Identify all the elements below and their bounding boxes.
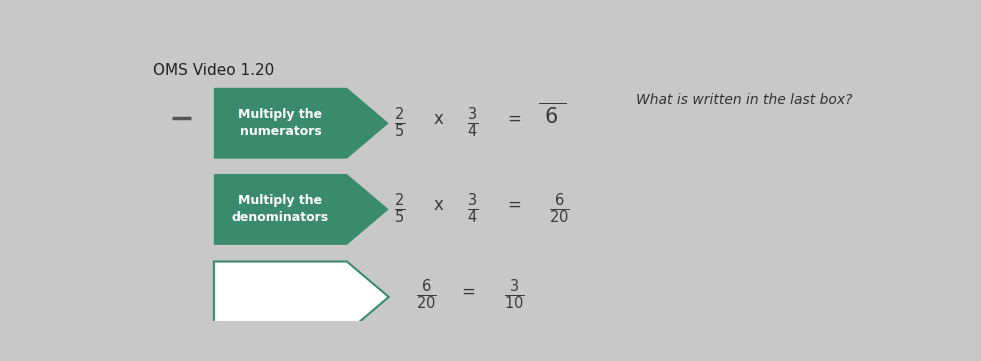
Polygon shape [214,88,388,159]
Text: $\frac{3}{10}$: $\frac{3}{10}$ [504,278,525,312]
Text: $\overline{\ 6\ }$: $\overline{\ 6\ }$ [538,103,567,128]
Text: x: x [434,110,443,128]
Text: Multiply the
denominators: Multiply the denominators [232,195,329,225]
Text: $\frac{6}{20}$: $\frac{6}{20}$ [417,278,437,312]
Text: $\frac{2}{5}$: $\frac{2}{5}$ [394,105,406,140]
Text: =: = [507,196,521,214]
Text: Multiply the
numerators: Multiply the numerators [238,108,323,138]
Text: OMS Video 1.20: OMS Video 1.20 [153,63,275,78]
Text: =: = [462,282,476,300]
Text: $\frac{2}{5}$: $\frac{2}{5}$ [394,191,406,226]
Text: What is written in the last box?: What is written in the last box? [636,93,852,107]
Polygon shape [214,261,388,332]
Text: x: x [434,196,443,214]
Text: $\frac{3}{4}$: $\frac{3}{4}$ [467,105,478,140]
Text: $\frac{3}{4}$: $\frac{3}{4}$ [467,191,478,226]
Text: =: = [507,110,521,128]
Text: $\frac{6}{20}$: $\frac{6}{20}$ [549,191,570,226]
Polygon shape [214,174,388,245]
